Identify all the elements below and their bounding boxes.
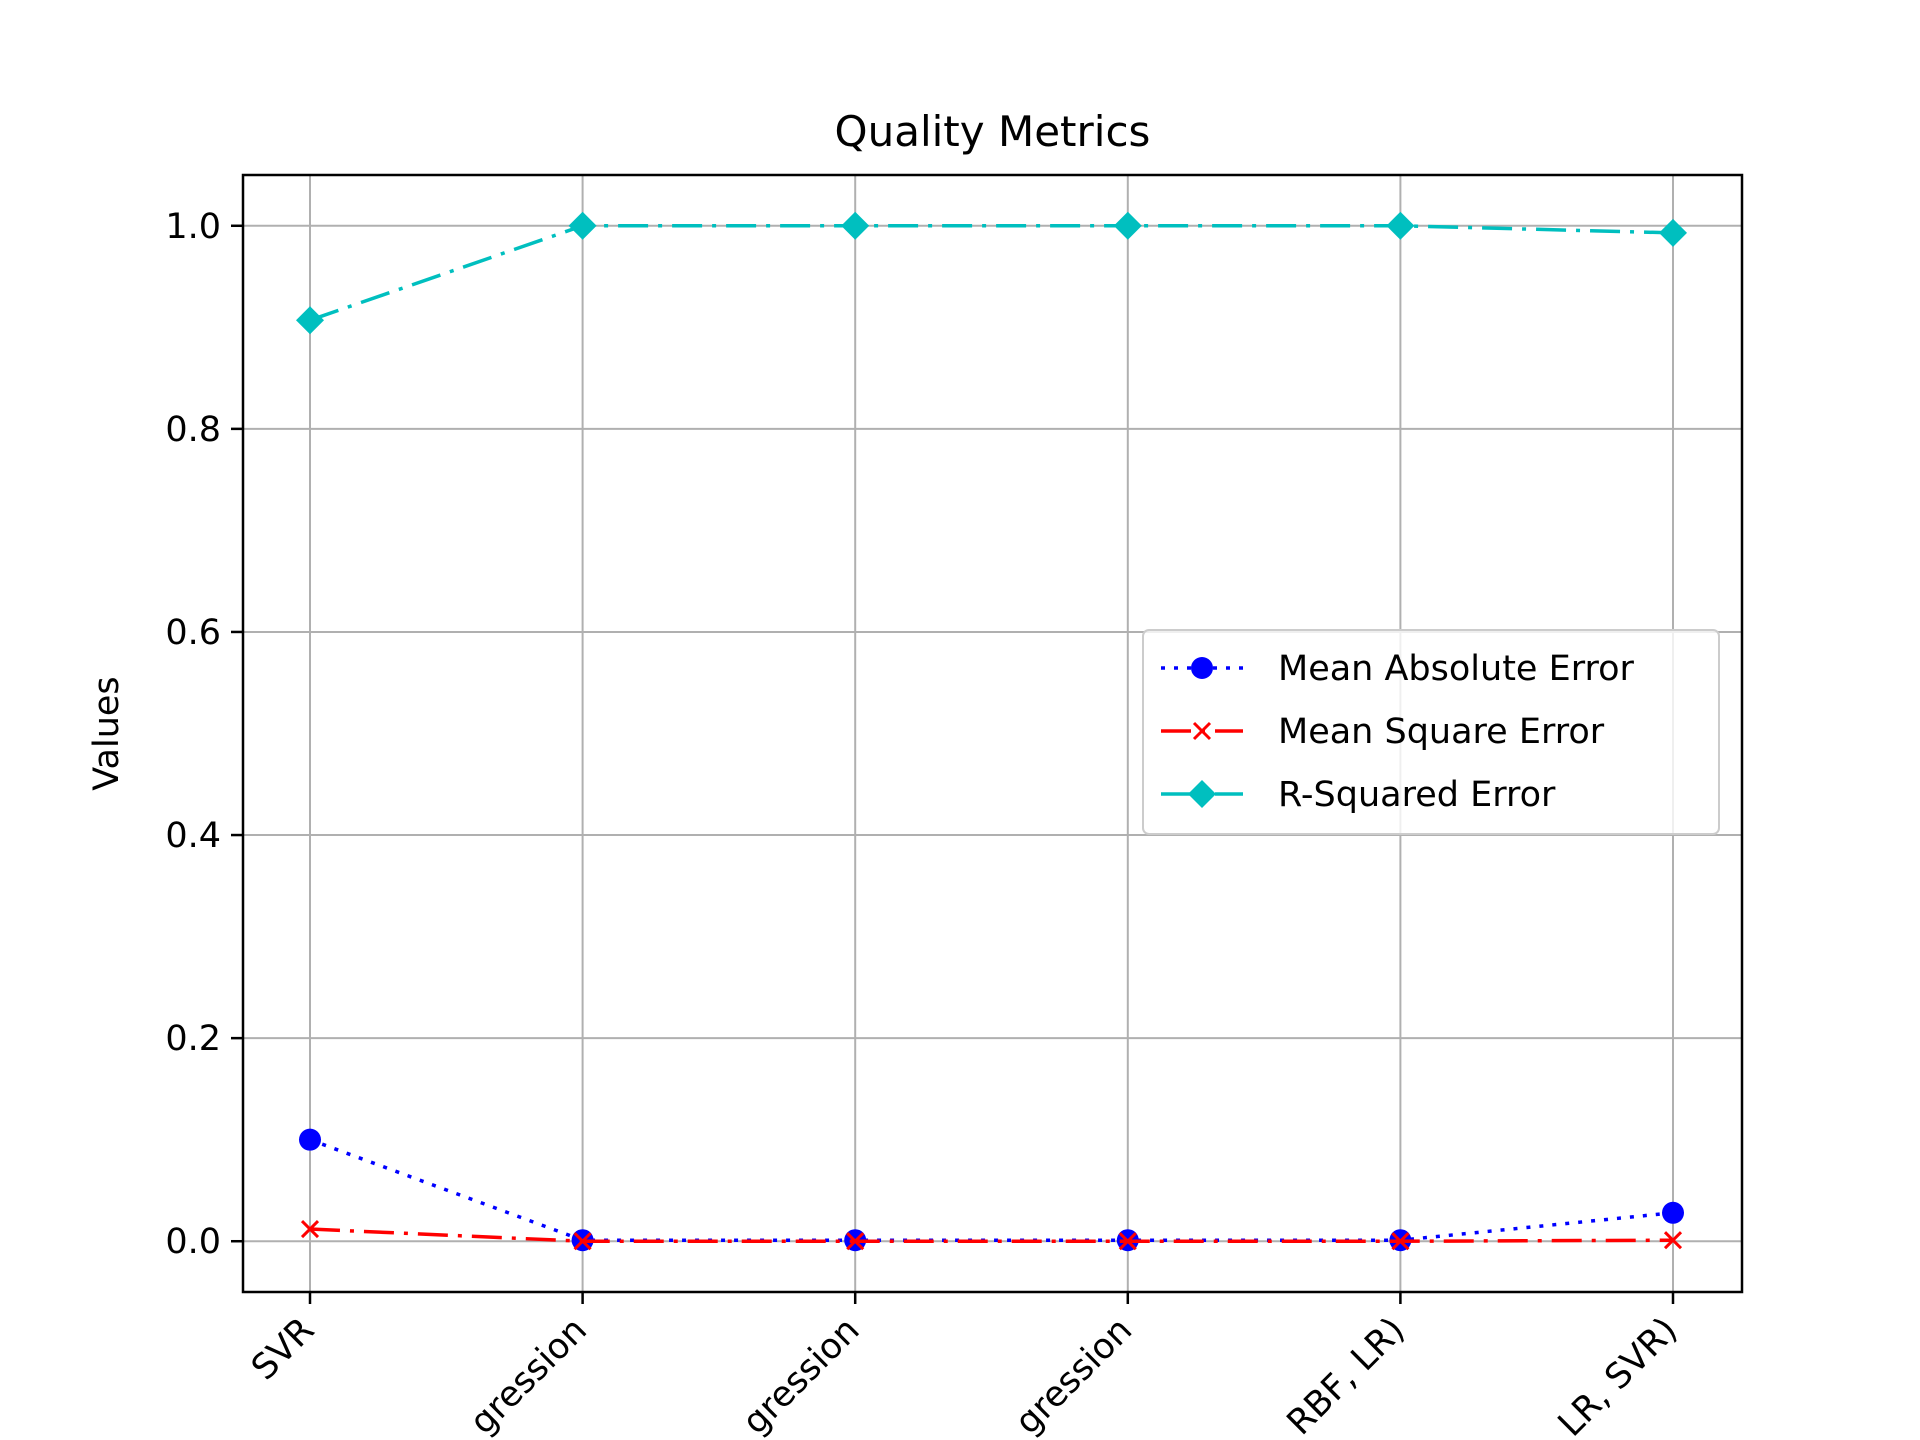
data-point <box>1663 1231 1683 1250</box>
data-point <box>1662 1201 1684 1224</box>
data-point <box>841 211 870 240</box>
legend-marker <box>1192 721 1212 741</box>
series-layer <box>296 211 1687 1252</box>
series-2 <box>296 211 1687 335</box>
data-point <box>1386 211 1415 240</box>
legend-entry: Mean Absolute Error <box>1161 649 1635 689</box>
y-axis: 0.0 0.2 0.4 0.6 0.8 1.0 <box>165 207 243 1262</box>
legend-marker <box>1191 657 1213 679</box>
legend-entry: Mean Square Error <box>1161 712 1605 752</box>
y-tick-label: 1.0 <box>165 207 221 247</box>
legend-label: R-Squared Error <box>1278 775 1556 815</box>
y-tick-label: 0.0 <box>165 1222 221 1262</box>
plot-frame <box>241 173 1744 1294</box>
data-point <box>573 1232 592 1251</box>
legend-label: Mean Square Error <box>1278 712 1605 752</box>
series-line <box>309 224 1674 322</box>
y-tick-label: 0.4 <box>165 816 221 856</box>
series-line <box>309 1227 1674 1243</box>
data-point <box>300 1219 320 1239</box>
legend-label: Mean Absolute Error <box>1278 649 1635 689</box>
y-tick-label: 0.6 <box>165 613 221 653</box>
legend-entry: R-Squared Error <box>1161 775 1556 815</box>
chart-title: Quality Metrics <box>835 107 1151 156</box>
y-axis-label: Values <box>87 676 127 790</box>
data-point <box>846 1232 865 1251</box>
legend: Mean Absolute Error Mean Square Error R-Sq… <box>1142 629 1720 835</box>
series-1 <box>300 1219 1683 1251</box>
data-point <box>1391 1232 1410 1251</box>
data-point <box>1118 1232 1137 1251</box>
y-tick-label: 0.2 <box>165 1019 221 1059</box>
legend-marker <box>1188 780 1216 808</box>
legend-box <box>1142 629 1720 835</box>
data-point <box>296 306 324 335</box>
data-point <box>1659 218 1687 247</box>
data-point <box>299 1128 321 1151</box>
data-point <box>1113 211 1142 240</box>
y-tick-label: 0.8 <box>165 410 221 450</box>
data-point <box>568 211 597 240</box>
